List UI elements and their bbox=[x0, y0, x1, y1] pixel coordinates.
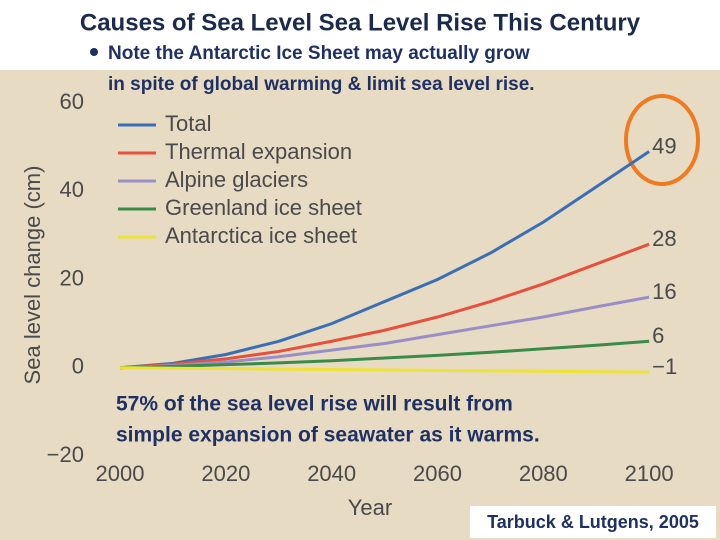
series-line bbox=[119, 242, 650, 370]
annotation: 57% of the sea level rise will result fr… bbox=[116, 393, 513, 416]
legend-label: Thermal expansion bbox=[165, 139, 352, 164]
legend-label: Alpine glaciers bbox=[165, 167, 308, 192]
credit-box bbox=[470, 506, 716, 538]
x-tick-label: 2020 bbox=[201, 461, 250, 486]
x-tick-label: 2080 bbox=[519, 461, 568, 486]
y-tick-label: 20 bbox=[60, 265, 84, 290]
series-line bbox=[119, 295, 650, 370]
legend-label: Greenland ice sheet bbox=[165, 195, 362, 220]
end-label: 6 bbox=[652, 323, 664, 348]
series-line bbox=[119, 339, 650, 370]
bullet-dot bbox=[90, 48, 98, 56]
y-tick-label: 60 bbox=[60, 89, 84, 114]
x-tick-label: 2060 bbox=[413, 461, 462, 486]
end-label: −1 bbox=[652, 354, 677, 379]
x-tick-label: 2040 bbox=[307, 461, 356, 486]
credit: Tarbuck & Lutgens, 2005 bbox=[487, 512, 699, 532]
x-tick-label: 2000 bbox=[96, 461, 145, 486]
annotation: simple expansion of seawater as it warms… bbox=[116, 424, 540, 447]
bullet-text: in spite of global warming & limit sea l… bbox=[108, 74, 535, 95]
y-tick-label: 0 bbox=[72, 354, 84, 379]
series-line bbox=[119, 150, 650, 370]
legend-label: Total bbox=[165, 111, 211, 136]
bullet-text: Note the Antarctic Ice Sheet may actuall… bbox=[108, 43, 530, 64]
x-axis-label: Year bbox=[348, 495, 392, 520]
x-tick-label: 2100 bbox=[625, 461, 674, 486]
series-line bbox=[120, 366, 650, 374]
slide-title: Causes of Sea Level Sea Level Rise This … bbox=[80, 9, 641, 36]
end-label: 16 bbox=[652, 279, 676, 304]
y-tick-label: −20 bbox=[47, 442, 84, 467]
y-axis-label: Sea level change (cm) bbox=[20, 166, 45, 385]
y-tick-label: 40 bbox=[60, 177, 84, 202]
end-label: 28 bbox=[652, 226, 676, 251]
end-label: 49 bbox=[652, 133, 676, 158]
legend-label: Antarctica ice sheet bbox=[165, 223, 357, 248]
highlight-circle bbox=[624, 94, 700, 186]
